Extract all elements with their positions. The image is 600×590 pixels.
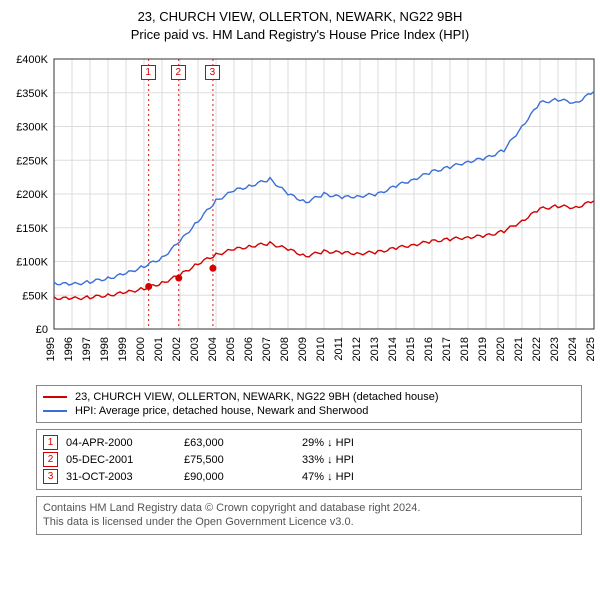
event-hpi-diff: 33% ↓ HPI <box>302 454 575 466</box>
x-tick-label: 2000 <box>135 337 147 361</box>
legend-swatch <box>43 410 67 412</box>
x-tick-label: 2009 <box>297 337 309 361</box>
event-marker-icon: 1 <box>43 435 58 450</box>
event-date: 05-DEC-2001 <box>66 454 176 466</box>
event-hpi-diff: 47% ↓ HPI <box>302 471 575 483</box>
event-date: 31-OCT-2003 <box>66 471 176 483</box>
sale-event-row: 2 05-DEC-2001 £75,500 33% ↓ HPI <box>43 451 575 468</box>
x-tick-label: 2008 <box>279 337 291 361</box>
event-price: £63,000 <box>184 437 294 449</box>
sale-point-marker <box>145 283 152 290</box>
x-tick-label: 1998 <box>99 337 111 361</box>
sale-point-marker <box>175 275 182 282</box>
legend-item: 23, CHURCH VIEW, OLLERTON, NEWARK, NG22 … <box>43 390 575 404</box>
x-tick-label: 2010 <box>315 337 327 361</box>
event-price: £75,500 <box>184 454 294 466</box>
event-marker-icon: 2 <box>43 452 58 467</box>
event-price: £90,000 <box>184 471 294 483</box>
y-tick-label: £300K <box>16 122 48 134</box>
y-tick-label: £0 <box>36 324 48 336</box>
x-tick-label: 2001 <box>153 337 165 361</box>
chart-container: 23, CHURCH VIEW, OLLERTON, NEWARK, NG22 … <box>0 0 600 539</box>
sale-marker-2: 2 <box>171 65 186 80</box>
title-line-2: Price paid vs. HM Land Registry's House … <box>4 26 596 44</box>
event-date: 04-APR-2000 <box>66 437 176 449</box>
y-tick-label: £200K <box>16 189 48 201</box>
sale-point-marker <box>209 265 216 272</box>
x-tick-label: 2022 <box>531 337 543 361</box>
x-tick-label: 2013 <box>369 337 381 361</box>
legend-item: HPI: Average price, detached house, Newa… <box>43 404 575 418</box>
x-tick-label: 2024 <box>567 337 579 361</box>
x-tick-label: 2016 <box>423 337 435 361</box>
y-tick-label: £100K <box>16 257 48 269</box>
x-tick-label: 2019 <box>477 337 489 361</box>
x-tick-label: 2021 <box>513 337 525 361</box>
x-tick-label: 2023 <box>549 337 561 361</box>
x-tick-label: 2012 <box>351 337 363 361</box>
chart-svg: £0 £50K £100K £150K £200K £250K £300K £350K £400… <box>4 49 600 379</box>
event-marker-icon: 3 <box>43 469 58 484</box>
chart-titles: 23, CHURCH VIEW, OLLERTON, NEWARK, NG22 … <box>4 8 596 43</box>
sale-event-row: 3 31-OCT-2003 £90,000 47% ↓ HPI <box>43 468 575 485</box>
sale-marker-1: 1 <box>141 65 156 80</box>
source-line-2: This data is licensed under the Open Gov… <box>43 515 575 529</box>
x-tick-label: 2015 <box>405 337 417 361</box>
x-tick-label: 2006 <box>243 337 255 361</box>
x-tick-label: 2017 <box>441 337 453 361</box>
x-tick-label: 2007 <box>261 337 273 361</box>
x-tick-label: 1999 <box>117 337 129 361</box>
source-attribution: Contains HM Land Registry data © Crown c… <box>36 496 582 535</box>
x-tick-label: 2018 <box>459 337 471 361</box>
y-tick-label: £350K <box>16 88 48 100</box>
x-tick-label: 1995 <box>45 337 57 361</box>
sale-event-row: 1 04-APR-2000 £63,000 29% ↓ HPI <box>43 434 575 451</box>
y-tick-label: £400K <box>16 54 48 66</box>
x-tick-label: 2004 <box>207 337 219 361</box>
legend-label: HPI: Average price, detached house, Newa… <box>75 405 368 417</box>
legend-label: 23, CHURCH VIEW, OLLERTON, NEWARK, NG22 … <box>75 391 439 403</box>
source-line-1: Contains HM Land Registry data © Crown c… <box>43 501 575 515</box>
sale-events-box: 1 04-APR-2000 £63,000 29% ↓ HPI 2 05-DEC-2001… <box>36 429 582 490</box>
y-tick-label: £50K <box>22 290 48 302</box>
x-tick-label: 2025 <box>585 337 597 361</box>
sale-marker-3: 3 <box>205 65 220 80</box>
legend-box: 23, CHURCH VIEW, OLLERTON, NEWARK, NG22 … <box>36 385 582 423</box>
x-tick-label: 2020 <box>495 337 507 361</box>
x-tick-label: 2002 <box>171 337 183 361</box>
event-hpi-diff: 29% ↓ HPI <box>302 437 575 449</box>
legend-swatch <box>43 396 67 398</box>
x-tick-label: 2003 <box>189 337 201 361</box>
x-tick-label: 2005 <box>225 337 237 361</box>
chart-plot-area: £0 £50K £100K £150K £200K £250K £300K £350K £400… <box>4 49 596 379</box>
x-tick-label: 2014 <box>387 337 399 361</box>
x-tick-label: 2011 <box>333 337 345 361</box>
title-line-1: 23, CHURCH VIEW, OLLERTON, NEWARK, NG22 … <box>4 8 596 26</box>
y-tick-label: £250K <box>16 155 48 167</box>
y-tick-label: £150K <box>16 223 48 235</box>
x-tick-label: 1996 <box>63 337 75 361</box>
x-tick-label: 1997 <box>81 337 93 361</box>
